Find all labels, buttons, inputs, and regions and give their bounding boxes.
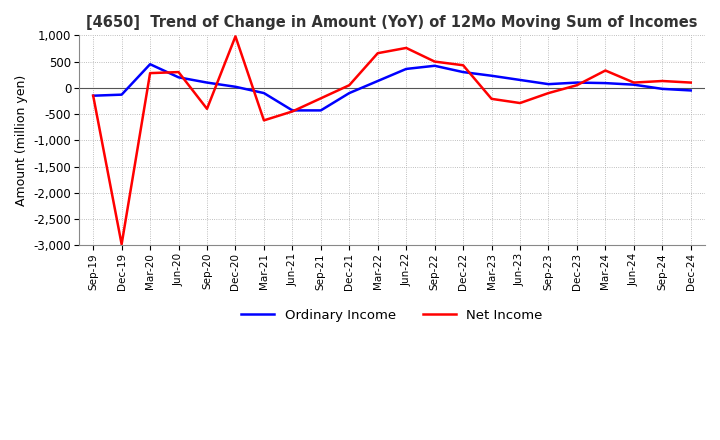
- Ordinary Income: [174, 75, 183, 80]
- Net Income: [601, 68, 610, 73]
- Ordinary Income: [658, 86, 667, 92]
- Net Income: [203, 106, 212, 111]
- Net Income: [374, 51, 382, 56]
- Title: [4650]  Trend of Change in Amount (YoY) of 12Mo Moving Sum of Incomes: [4650] Trend of Change in Amount (YoY) o…: [86, 15, 698, 30]
- Ordinary Income: [601, 81, 610, 86]
- Ordinary Income: [544, 81, 553, 87]
- Ordinary Income: [431, 63, 439, 68]
- Ordinary Income: [260, 91, 269, 96]
- Net Income: [317, 95, 325, 101]
- Ordinary Income: [89, 93, 97, 98]
- Net Income: [174, 70, 183, 75]
- Net Income: [658, 78, 667, 84]
- Legend: Ordinary Income, Net Income: Ordinary Income, Net Income: [236, 303, 548, 327]
- Net Income: [544, 91, 553, 96]
- Ordinary Income: [317, 108, 325, 113]
- Ordinary Income: [487, 73, 496, 78]
- Ordinary Income: [572, 80, 581, 85]
- Net Income: [145, 70, 154, 76]
- Ordinary Income: [459, 70, 467, 75]
- Net Income: [487, 96, 496, 102]
- Net Income: [459, 62, 467, 68]
- Ordinary Income: [374, 78, 382, 84]
- Net Income: [288, 109, 297, 114]
- Net Income: [516, 100, 524, 106]
- Ordinary Income: [203, 80, 212, 85]
- Line: Net Income: Net Income: [93, 37, 690, 244]
- Ordinary Income: [629, 82, 638, 87]
- Ordinary Income: [402, 66, 410, 72]
- Net Income: [686, 80, 695, 85]
- Ordinary Income: [686, 88, 695, 93]
- Y-axis label: Amount (million yen): Amount (million yen): [15, 75, 28, 206]
- Net Income: [117, 242, 126, 247]
- Net Income: [345, 83, 354, 88]
- Ordinary Income: [288, 108, 297, 113]
- Net Income: [431, 59, 439, 64]
- Net Income: [572, 83, 581, 88]
- Ordinary Income: [117, 92, 126, 97]
- Ordinary Income: [345, 91, 354, 96]
- Ordinary Income: [516, 77, 524, 83]
- Line: Ordinary Income: Ordinary Income: [93, 64, 690, 110]
- Net Income: [402, 45, 410, 51]
- Net Income: [231, 34, 240, 39]
- Net Income: [629, 80, 638, 85]
- Ordinary Income: [231, 84, 240, 89]
- Net Income: [260, 118, 269, 123]
- Net Income: [89, 93, 97, 98]
- Ordinary Income: [145, 62, 154, 67]
